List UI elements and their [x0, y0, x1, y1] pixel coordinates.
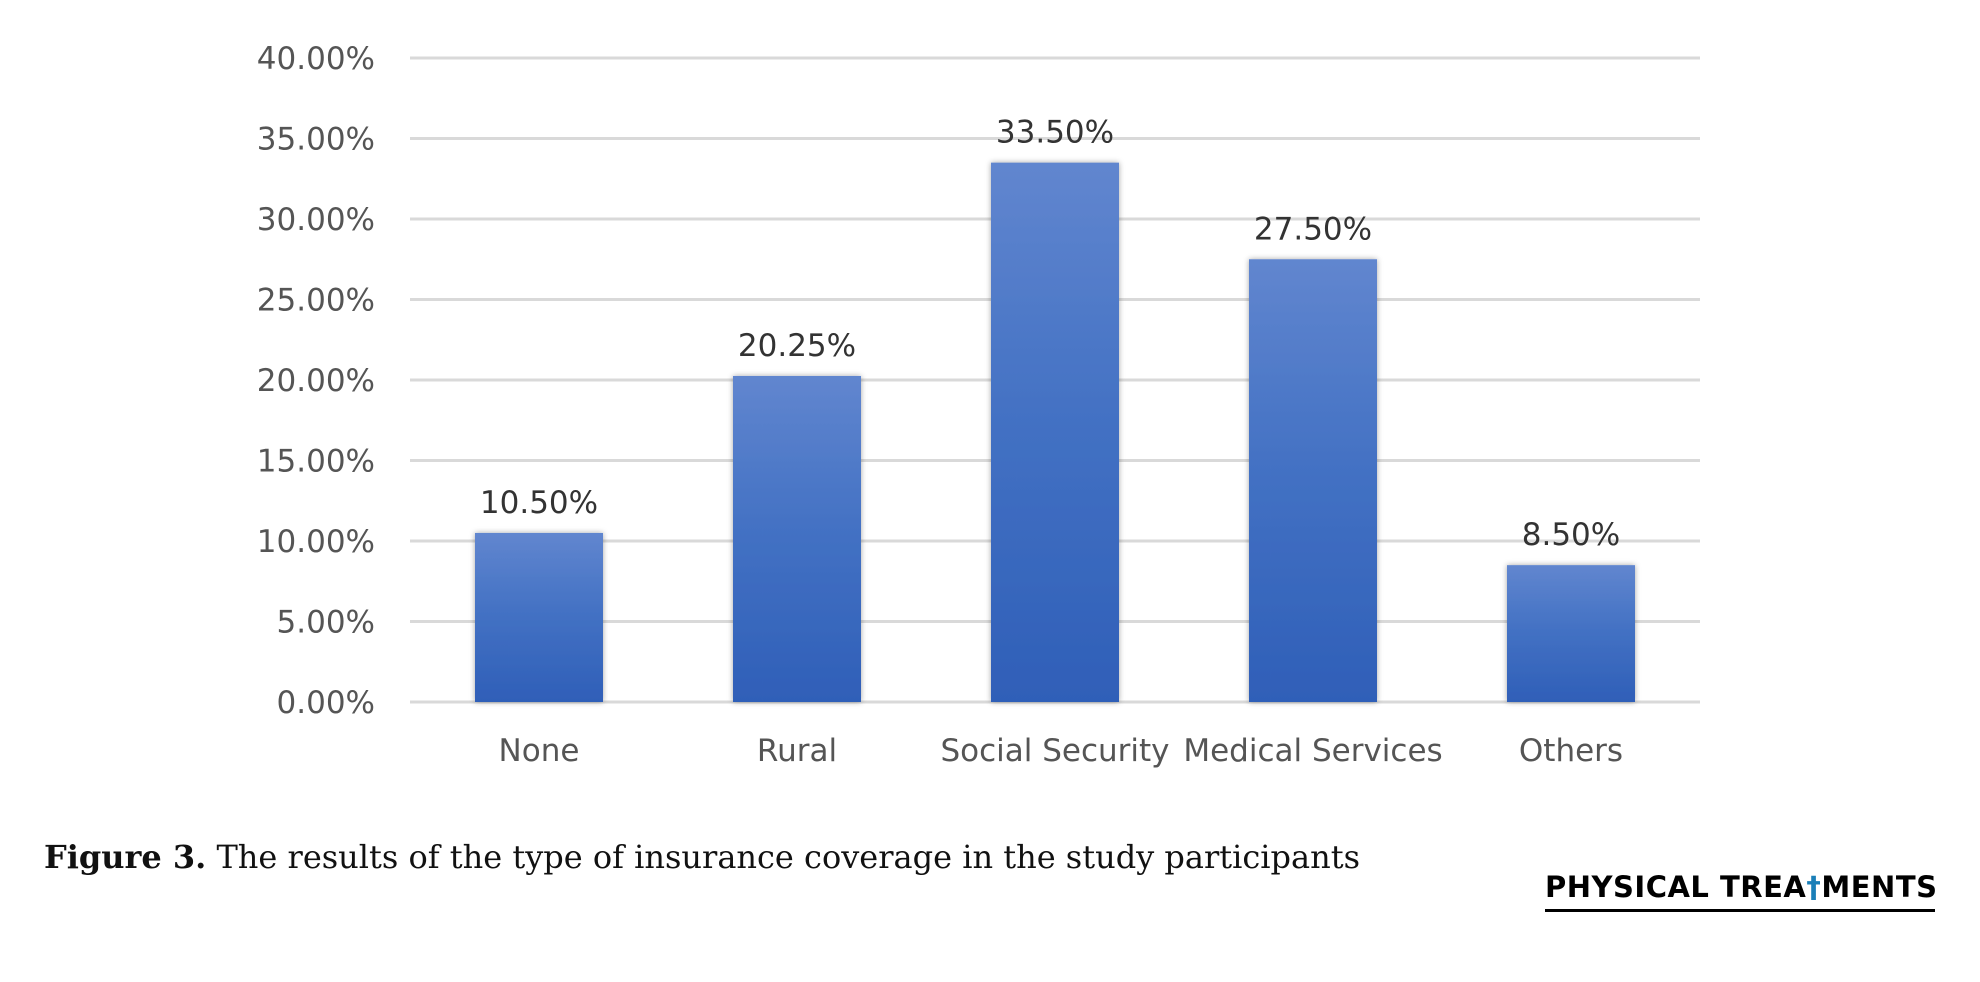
person-icon: †	[1806, 870, 1822, 904]
y-tick-label: 35.00%	[257, 122, 375, 158]
x-axis: None Rural Social Security Medical Services…	[499, 733, 1624, 769]
category-label: None	[499, 733, 580, 769]
logo-text-end: MENTS	[1821, 870, 1938, 904]
caption-text: The results of the type of insurance cov…	[206, 838, 1360, 876]
bar-none	[475, 532, 603, 702]
category-label: Social Security	[940, 733, 1169, 769]
data-label: 8.50%	[1522, 517, 1620, 553]
bar-chart: 0.00% 5.00% 10.00% 15.00% 20.00% 25.00% 30.00%…	[257, 41, 1700, 769]
category-label: Medical Services	[1183, 733, 1442, 769]
figure-caption: Figure 3. The results of the type of ins…	[44, 838, 1360, 876]
data-label: 27.50%	[1254, 211, 1372, 247]
y-tick-label: 15.00%	[257, 444, 375, 480]
journal-logo: PHYSICAL TREA†MENTS	[1545, 868, 1938, 912]
y-tick-label: 30.00%	[257, 202, 375, 238]
y-tick-label: 10.00%	[257, 524, 375, 560]
caption-label: Figure 3.	[44, 838, 207, 876]
data-labels: 10.50% 20.25% 33.50% 27.50% 8.50%	[480, 115, 1620, 554]
bar-social-security	[991, 162, 1119, 702]
bar-others	[1507, 565, 1635, 702]
y-tick-label: 25.00%	[257, 283, 375, 319]
bars	[475, 162, 1635, 702]
data-label: 10.50%	[480, 485, 598, 521]
y-tick-label: 40.00%	[257, 41, 375, 77]
logo-text-start: PHYSICAL TREA	[1545, 870, 1807, 904]
data-label: 33.50%	[996, 115, 1114, 151]
category-label: Others	[1519, 733, 1623, 769]
y-tick-label: 20.00%	[257, 363, 375, 399]
data-label: 20.25%	[738, 328, 856, 364]
y-tick-label: 0.00%	[277, 685, 375, 721]
category-label: Rural	[757, 733, 837, 769]
y-axis: 0.00% 5.00% 10.00% 15.00% 20.00% 25.00% 30.00%…	[257, 41, 375, 721]
y-tick-label: 5.00%	[277, 605, 375, 641]
bar-rural	[733, 375, 861, 702]
bar-medical-services	[1249, 259, 1377, 702]
